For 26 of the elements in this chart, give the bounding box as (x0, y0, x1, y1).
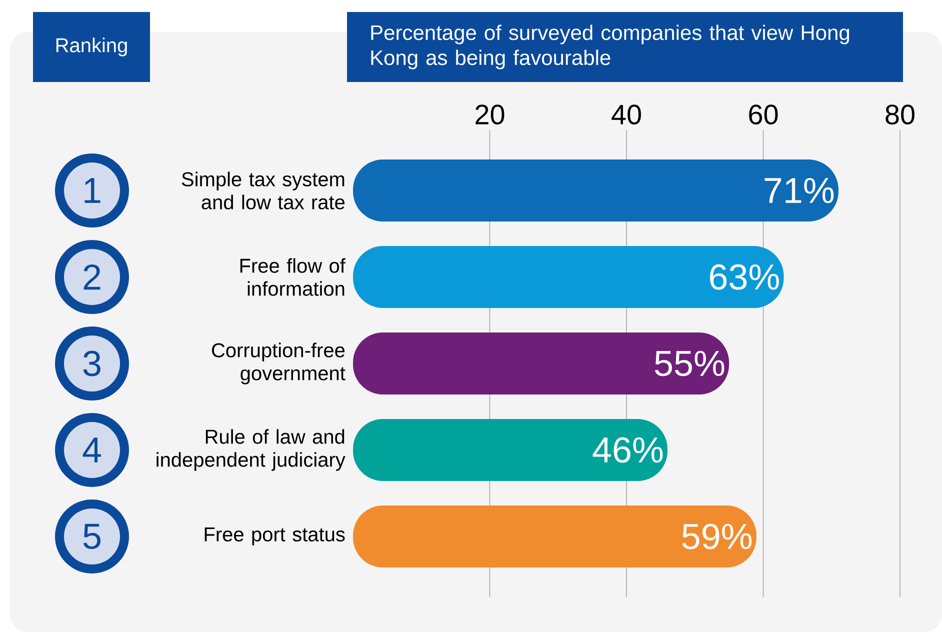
bar (353, 160, 838, 222)
bar (353, 332, 730, 395)
x-tick-label: 60 (749, 104, 778, 124)
chart-title: Percentage of surveyed companies that view Hong Kong as being favourable (371, 24, 850, 70)
text: 4 (82, 438, 101, 462)
data-label: 63% (710, 264, 779, 290)
bar (353, 246, 784, 308)
data-label: 55% (654, 350, 724, 376)
text: 3 (83, 350, 100, 376)
data-label: 59% (682, 524, 752, 550)
text: 1 (84, 178, 100, 203)
bar (353, 505, 756, 568)
y-tick-label: Corruption-free government (212, 342, 346, 384)
x-tick-label: 80 (886, 104, 914, 124)
y-tick-label: Rule of law and independent judiciary (156, 429, 346, 471)
y-tick-label: Simple tax system and low tax rate (182, 172, 345, 210)
text: 2 (84, 264, 100, 290)
x-tick-label: 40 (612, 104, 641, 124)
x-tick-label: 20 (476, 104, 504, 124)
text: 5 (83, 524, 100, 550)
data-label: 46% (592, 437, 663, 463)
bar (353, 418, 668, 481)
y-tick-label: Free flow of information (240, 258, 346, 296)
text: Ranking (56, 38, 127, 56)
data-label: 71% (764, 178, 834, 204)
y-tick-label: Free port status (204, 528, 345, 546)
